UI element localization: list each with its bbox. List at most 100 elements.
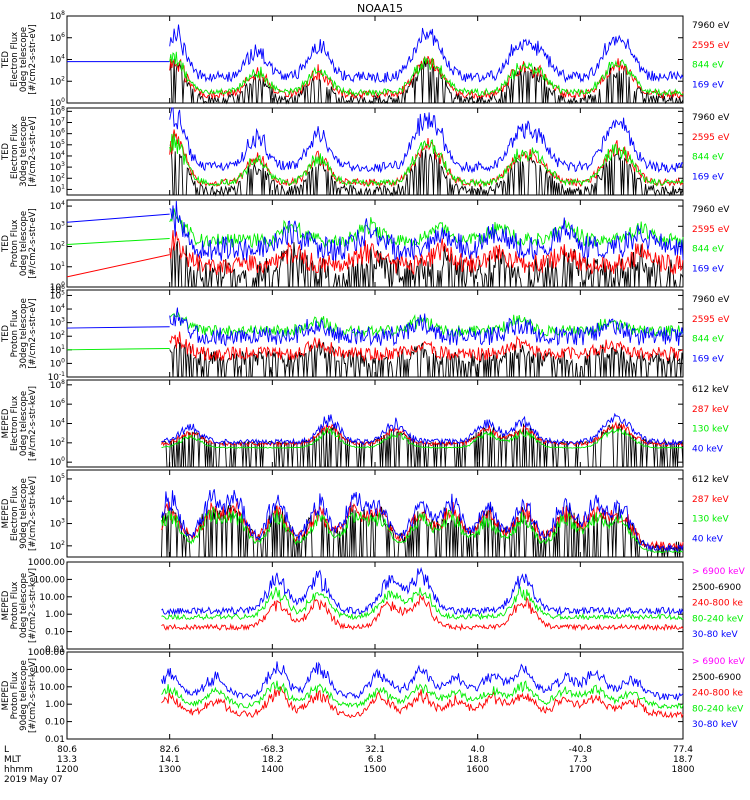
legend-entry: 612 keV: [692, 385, 729, 395]
series-line-green: [169, 208, 684, 249]
x-tick-label: 18.2: [262, 755, 282, 765]
y-tick-label: 0.10: [45, 718, 65, 728]
legend-entry: 2500-6900: [692, 673, 741, 683]
legend-entry: 844 eV: [692, 245, 725, 255]
y-axis-label: TEDElectron Flux0deg telescope[#/cm2-s-s…: [1, 24, 38, 94]
x-tick-label: 80.6: [57, 745, 77, 755]
series-line-red: [161, 594, 684, 632]
series-line-red: [169, 331, 684, 363]
legend-entry: 30-80 keV: [692, 720, 738, 730]
y-axis-label-line: Electron Flux: [10, 486, 20, 541]
y-axis-label: TEDProton Flux30deg telescope[#/cm2-s-st…: [1, 298, 38, 369]
plot-frame: [66, 561, 684, 650]
legend-entry: 240-800 ke: [692, 599, 743, 609]
legend-entry: 287 keV: [692, 405, 729, 415]
series-line-blue: [161, 489, 684, 553]
y-tick-label: 101: [50, 344, 65, 356]
y-axis-label-line: [#/cm2-s-str-eV]: [28, 298, 38, 368]
y-tick-label: 1000.00: [28, 648, 65, 658]
x-tick-label: 1400: [261, 765, 284, 775]
x-tick-label: 1600: [466, 765, 489, 775]
y-axis-label: TEDProton Flux0deg telescope[#/cm2-s-str…: [1, 208, 38, 278]
legend-entry: 7960 eV: [692, 295, 730, 305]
panel-1: 100 102 104 106 108 TEDElectron Flux0deg tele…: [1, 10, 730, 109]
series-line-blue: [161, 661, 684, 702]
legend-entry: 2595 eV: [692, 225, 730, 235]
y-axis-label-line: MEPED: [1, 408, 11, 438]
x-tick-label: 14.1: [160, 755, 180, 765]
series-line-green: [161, 426, 684, 449]
y-axis-label-line: [#/cm2-s-str-keV]: [28, 658, 38, 733]
x-tick-label: 1500: [364, 765, 387, 775]
y-tick-label: 103: [50, 161, 65, 173]
y-axis-label-line: TED: [1, 50, 11, 69]
chart-title: NOAA15: [357, 2, 403, 15]
legend-entry: 7960 eV: [692, 205, 730, 215]
legend-entry: 240-800 ke: [692, 689, 743, 699]
y-axis-label-line: TED: [1, 234, 11, 253]
y-axis-label: MEPEDElectron Flux0deg telescope[#/cm2-s…: [1, 386, 38, 461]
series-line-green: [161, 506, 683, 554]
y-tick-label: 107: [50, 117, 65, 129]
panel-8: 0.010.101.0010.00100.001000.00MEPEDProto…: [1, 648, 746, 745]
series-line-green: [161, 680, 684, 710]
y-tick-label: 10-1: [48, 371, 66, 383]
pre-data-line: [66, 213, 170, 223]
legend-entry: 30-80 keV: [692, 630, 738, 640]
x-axis-group: LMLThhmm80.613.3120082.614.11300-68.318.…: [4, 745, 695, 785]
y-tick-label: 103: [50, 317, 65, 329]
y-tick-label: 102: [50, 75, 65, 87]
y-tick-label: 102: [50, 172, 65, 184]
y-axis-label-line: MEPED: [1, 498, 11, 528]
y-axis-label: TEDElectron Flux30deg telescope[#/cm2-s-…: [1, 116, 38, 187]
y-axis-label-line: [#/cm2-s-str-eV]: [28, 208, 38, 278]
y-tick-label: 104: [50, 418, 65, 430]
y-axis-label-line: Proton Flux: [10, 672, 20, 720]
y-axis-label-line: Proton Flux: [10, 582, 20, 630]
y-tick-label: 1.00: [45, 700, 65, 710]
series-line-black: [169, 144, 684, 197]
x-tick-label: 18.7: [673, 755, 693, 765]
y-axis-label-line: MEPED: [1, 680, 11, 710]
y-tick-label: 104: [50, 495, 65, 507]
y-axis-label-line: 0deg telescope: [19, 573, 29, 638]
series-line-black: [169, 241, 684, 288]
legend-entry: 169 eV: [692, 172, 725, 182]
legend-entry: 844 eV: [692, 335, 725, 345]
x-tick-label: 6.8: [368, 755, 383, 765]
legend-entry: 40 keV: [692, 534, 724, 544]
legend-entry: 612 keV: [692, 475, 729, 485]
y-axis-label-line: [#/cm2-s-str-keV]: [28, 386, 38, 461]
y-tick-label: 106: [50, 128, 65, 140]
x-row-label: hhmm: [4, 765, 33, 775]
y-axis-label: MEPEDProton Flux90deg telescope[#/cm2-s-…: [1, 658, 38, 733]
series-line-blue: [161, 566, 684, 616]
series-line-green: [169, 311, 684, 338]
y-axis-label: MEPEDElectron Flux90deg telescope[#/cm2-…: [1, 476, 38, 551]
y-tick-label: 108: [50, 10, 65, 22]
y-axis-label-line: 0deg telescope: [19, 391, 29, 456]
y-tick-label: 0.10: [45, 628, 65, 638]
y-axis-label-line: [#/cm2-s-str-keV]: [28, 476, 38, 551]
y-tick-label: 102: [50, 437, 65, 449]
x-row-label: L: [4, 745, 9, 755]
legend-entry: 169 eV: [692, 80, 725, 90]
y-axis-label-line: Electron Flux: [10, 124, 20, 179]
y-tick-label: 108: [50, 379, 65, 391]
y-tick-label: 106: [50, 398, 65, 410]
legend-entry: 2595 eV: [692, 133, 730, 143]
y-tick-label: 106: [50, 284, 65, 296]
legend-entry: 80-240 keV: [692, 614, 744, 624]
y-axis-label-line: [#/cm2-s-str-keV]: [28, 568, 38, 643]
x-tick-label: 82.6: [160, 745, 180, 755]
panel-5: 100 102 104 106 108 MEPEDElectron Flux0deg te…: [1, 379, 729, 468]
legend-entry: 169 eV: [692, 264, 725, 274]
y-tick-label: 105: [50, 289, 65, 301]
plot-frame: [66, 379, 684, 468]
legend-entry: > 6900 keV: [692, 657, 746, 667]
series-line-blue: [169, 107, 684, 174]
y-tick-label: 1000.00: [28, 558, 65, 568]
y-axis-label-line: 90deg telescope: [19, 478, 29, 549]
